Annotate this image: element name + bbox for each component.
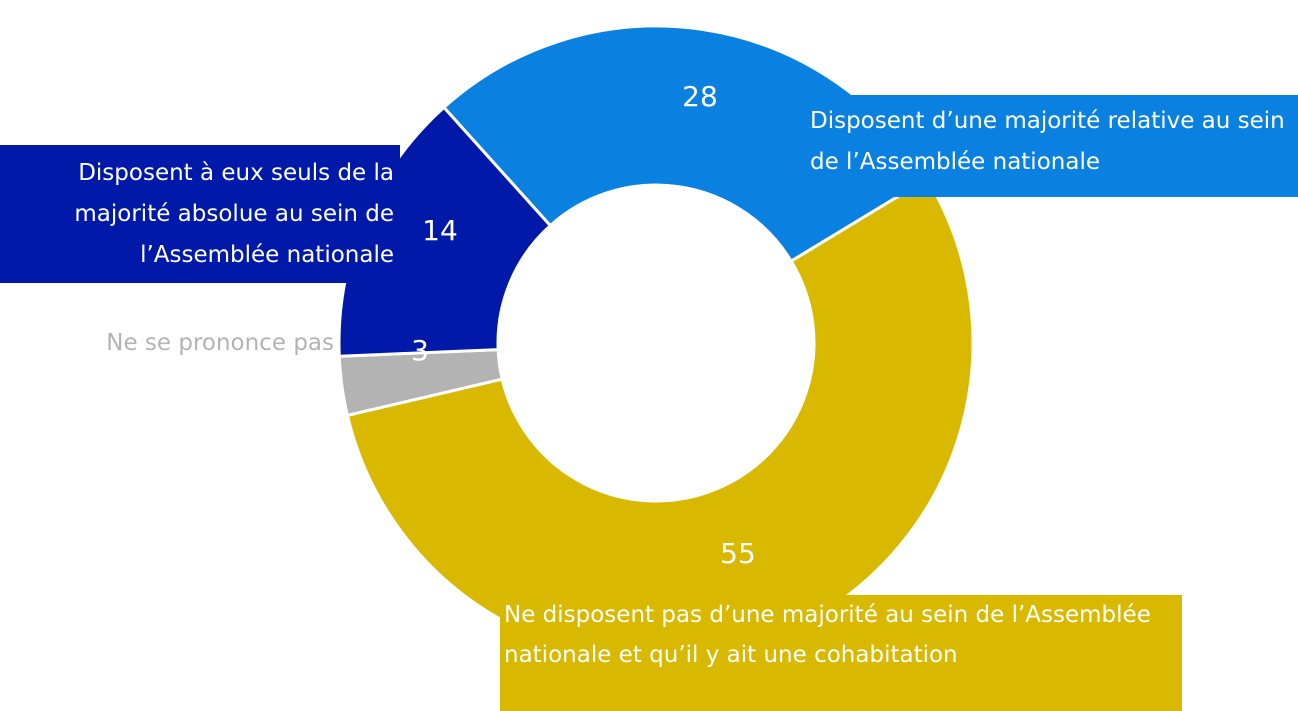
category-label: Ne se prononce pas (106, 330, 334, 356)
category-label: Disposent à eux seuls de la majorité abs… (0, 145, 400, 283)
value-label: 3 (411, 334, 429, 367)
category-label: Disposent d’une majorité relative au sei… (800, 95, 1298, 197)
donut-slice (345, 176, 975, 662)
value-label: 55 (720, 537, 756, 570)
category-label: Ne disposent pas d’une majorité au sein … (500, 595, 1182, 711)
value-label: 14 (422, 214, 458, 247)
value-label: 28 (682, 80, 718, 113)
